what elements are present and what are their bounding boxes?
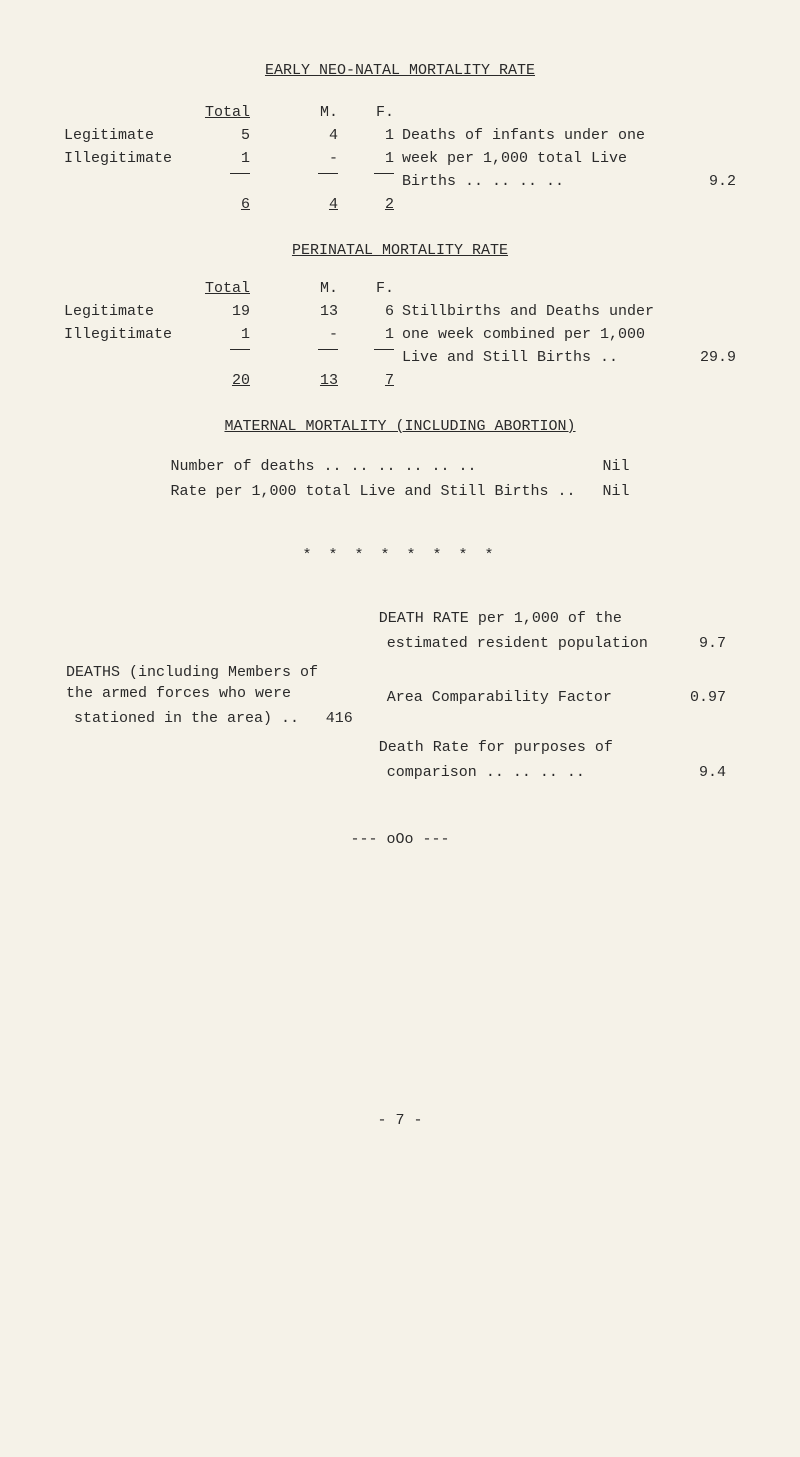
star-divider: * * * * * * * * [60, 545, 740, 566]
maternal-line2-label: Rate per 1,000 total Live and Still Birt… [169, 480, 576, 503]
section2-title: PERINATAL MORTALITY RATE [60, 240, 740, 261]
col-m: M. [286, 277, 342, 300]
maternal-line2-value: Nil [579, 480, 631, 503]
section1-table: Total M. F. Legitimate 5 4 1 Deaths of i… [60, 101, 740, 216]
deaths-total: 416 [318, 706, 365, 731]
section2-table: Total M. F. Legitimate 19 13 6 Stillbirt… [60, 277, 740, 392]
table-row-sum: 20 13 7 [60, 369, 740, 392]
section3-title: MATERNAL MORTALITY (INCLUDING ABORTION) [60, 416, 740, 437]
table-row: Illegitimate 1 - 1 one week combined per… [60, 323, 740, 346]
table-row: Legitimate 5 4 1 Deaths of infants under… [60, 124, 740, 147]
table-row: Illegitimate 1 - 1 week per 1,000 total … [60, 147, 740, 170]
section1-title: EARLY NEO-NATAL MORTALITY RATE [60, 60, 740, 81]
ooo-divider: --- oOo --- [60, 829, 740, 850]
col-total: Total [198, 101, 254, 124]
col-f: F. [342, 277, 398, 300]
deaths-table: DEATH RATE per 1,000 of the estimated re… [60, 606, 740, 789]
rate-value: 9.2 [672, 170, 740, 193]
death-rate-comparison: 9.4 [677, 760, 732, 785]
maternal-table: Number of deaths .. .. .. .. .. .. Nil R… [167, 453, 632, 505]
table-row: Legitimate 19 13 6 Stillbirths and Death… [60, 300, 740, 323]
death-rate-pop: 9.7 [688, 631, 732, 656]
col-m: M. [286, 101, 342, 124]
maternal-line1-value: Nil [579, 455, 631, 478]
area-comparability: 0.97 [673, 685, 732, 710]
col-f: F. [342, 101, 398, 124]
maternal-line1-label: Number of deaths .. .. .. .. .. .. [169, 455, 576, 478]
page-number: - 7 - [60, 1110, 740, 1131]
rate-value: 29.9 [672, 346, 740, 369]
table-row-sum: 6 4 2 [60, 193, 740, 216]
col-total: Total [198, 277, 254, 300]
